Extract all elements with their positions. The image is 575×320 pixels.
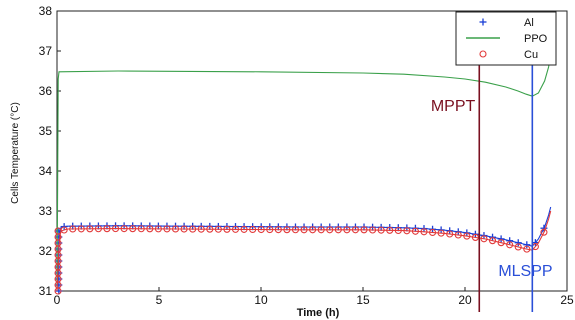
x-tick-label: 10 — [254, 293, 268, 307]
data-point — [129, 225, 137, 233]
data-point — [69, 225, 77, 233]
legend-swatch — [479, 18, 487, 26]
data-point — [103, 225, 111, 233]
x-tick-label: 20 — [458, 293, 472, 307]
series-line — [56, 54, 552, 292]
data-point — [197, 225, 205, 233]
series-ppo — [56, 54, 552, 292]
data-point — [180, 225, 188, 233]
data-point — [540, 228, 548, 236]
y-tick-label: 35 — [39, 124, 53, 138]
data-point — [291, 226, 300, 234]
annotation-label-mppt: MPPT — [431, 98, 476, 115]
data-point — [189, 225, 197, 233]
data-point — [77, 225, 85, 233]
data-point — [351, 226, 360, 234]
data-point — [480, 235, 488, 243]
x-axis-label: Time (h) — [297, 307, 340, 319]
data-point — [154, 225, 162, 233]
legend-label: Al — [524, 17, 534, 29]
data-point — [540, 224, 548, 232]
data-point — [231, 225, 240, 233]
annotations: MPPT MLSPP — [431, 62, 553, 312]
data-point — [514, 239, 522, 247]
legend-swatch — [479, 50, 487, 58]
y-tick-label: 32 — [39, 244, 53, 258]
data-point — [506, 237, 514, 245]
data-point — [446, 230, 454, 238]
data-point — [111, 225, 120, 233]
data-point — [266, 226, 274, 234]
data-point — [309, 226, 317, 234]
data-point — [523, 245, 531, 253]
series-layer — [54, 54, 552, 295]
data-point — [163, 225, 171, 233]
legend-item-cu: Cu — [479, 49, 538, 61]
y-tick-label: 31 — [39, 284, 53, 298]
data-point — [463, 232, 471, 240]
x-tick-label: 5 — [156, 293, 163, 307]
y-tick-label: 34 — [39, 164, 53, 178]
data-point — [94, 225, 102, 233]
data-point — [514, 243, 522, 251]
legend-label: Cu — [524, 49, 538, 61]
legend-item-ppo: PPO — [466, 33, 548, 45]
y-axis-label: Cells Temperature (°C) — [10, 102, 21, 204]
data-point — [249, 225, 257, 234]
data-point — [317, 226, 325, 234]
data-point — [411, 227, 419, 235]
data-point — [429, 228, 437, 237]
data-point — [171, 225, 180, 233]
legend: Al PPO Cu — [455, 11, 557, 66]
data-point — [523, 241, 531, 249]
data-point — [369, 226, 377, 234]
y-tick-label: 38 — [39, 4, 53, 18]
data-point — [240, 225, 248, 233]
data-point — [214, 225, 222, 233]
y-tick-label: 37 — [39, 44, 53, 58]
series-cu — [54, 210, 552, 295]
x-tick-label: 15 — [356, 293, 370, 307]
data-point — [420, 228, 428, 236]
data-point — [300, 226, 308, 234]
data-point — [206, 225, 214, 233]
x-tick-label: 25 — [560, 293, 574, 307]
data-point — [86, 225, 94, 233]
y-tick-label: 36 — [39, 84, 53, 98]
data-point — [257, 225, 265, 234]
data-point — [506, 241, 514, 249]
data-point — [437, 229, 445, 237]
data-point — [377, 226, 385, 234]
data-point — [326, 226, 334, 234]
data-point — [497, 235, 505, 243]
data-point — [386, 226, 394, 234]
data-point — [334, 226, 342, 234]
data-point — [394, 226, 402, 235]
data-point — [274, 226, 282, 234]
legend-item-al: Al — [479, 17, 534, 29]
y-tick-label: 33 — [39, 204, 53, 218]
data-point — [403, 227, 411, 235]
x-tick-label: 0 — [54, 293, 61, 307]
data-point — [146, 225, 154, 233]
data-point — [60, 226, 68, 234]
data-point — [360, 226, 368, 234]
data-point — [223, 225, 231, 233]
data-point — [454, 231, 462, 239]
annotation-label-mlspp: MLSPP — [498, 263, 552, 280]
data-point — [497, 239, 505, 247]
data-point — [283, 226, 291, 234]
legend-label: PPO — [524, 33, 548, 45]
data-point — [120, 225, 128, 233]
data-point — [488, 237, 497, 245]
data-point — [137, 225, 145, 233]
data-point — [343, 226, 351, 234]
data-point — [471, 233, 479, 241]
